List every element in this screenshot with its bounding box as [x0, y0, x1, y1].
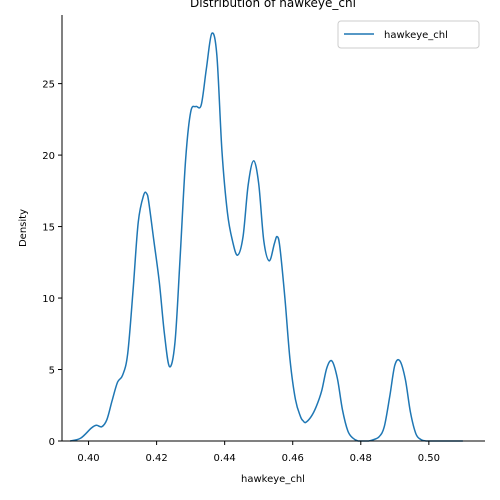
y-tick-label: 5 [49, 366, 55, 377]
plot-area [69, 32, 463, 442]
y-tick-label: 0 [49, 437, 55, 448]
legend: hawkeye_chl [337, 20, 480, 49]
x-tick-label: 0.44 [214, 453, 236, 464]
x-tick-label: 0.40 [77, 453, 99, 464]
x-tick-label: 0.48 [350, 453, 372, 464]
x-tick-label: 0.46 [282, 453, 304, 464]
y-tick-label: 10 [42, 294, 55, 305]
y-axis-label: Density [18, 209, 29, 247]
y-tick-label: 15 [42, 223, 55, 234]
x-tick-label: 0.50 [418, 453, 440, 464]
y-tick-label: 20 [42, 151, 55, 162]
legend-frame [337, 20, 480, 49]
x-axis-ticks: 0.40 0.42 0.44 0.46 0.48 0.50 [77, 441, 440, 464]
y-tick-label: 25 [42, 80, 55, 91]
chart-title: Distribution of hawkeye_chl [190, 0, 356, 10]
density-line [69, 32, 463, 442]
x-tick-label: 0.42 [145, 453, 167, 464]
legend-label: hawkeye_chl [384, 30, 448, 41]
x-axis-label: hawkeye_chl [241, 474, 305, 485]
y-axis-ticks: 0 5 10 15 20 25 [42, 80, 62, 448]
